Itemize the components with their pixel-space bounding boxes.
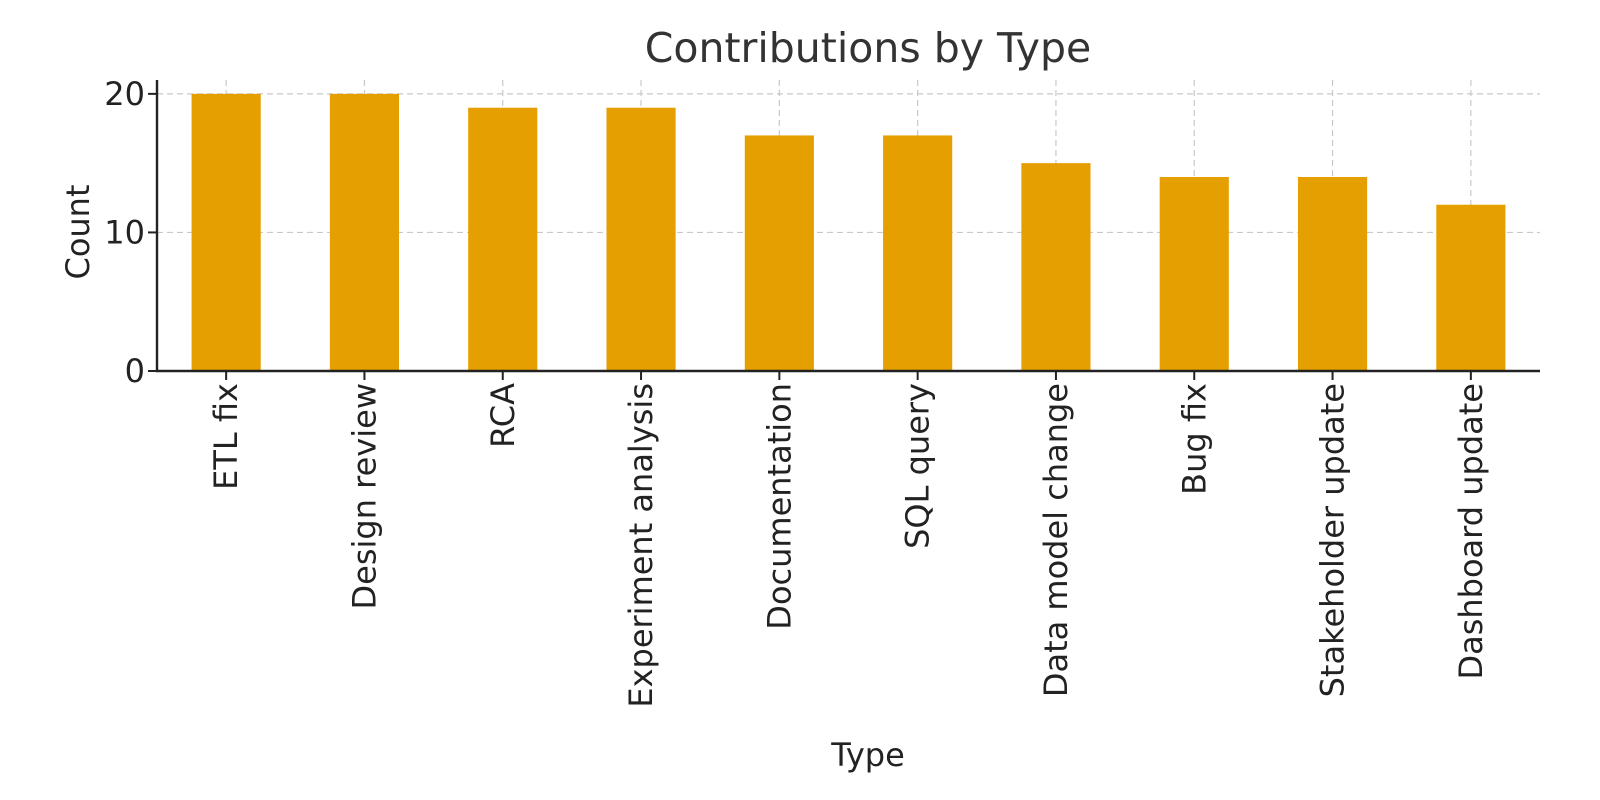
bar bbox=[744, 135, 814, 371]
bar bbox=[883, 135, 953, 371]
chart-title: Contributions by Type bbox=[645, 24, 1091, 72]
x-axis-title: Type bbox=[830, 736, 905, 774]
bar bbox=[191, 93, 261, 371]
x-tick-label: RCA bbox=[484, 383, 522, 448]
x-tick-label: Data model change bbox=[1037, 383, 1075, 697]
y-axis-title: Count bbox=[59, 184, 97, 279]
x-tick-label: Dashboard update bbox=[1452, 383, 1490, 680]
bar bbox=[329, 93, 400, 371]
bar bbox=[1021, 163, 1091, 371]
x-tick-label: Documentation bbox=[760, 383, 798, 630]
x-tick-label: ETL fix bbox=[207, 383, 245, 490]
bar bbox=[1159, 177, 1229, 371]
bar bbox=[1436, 204, 1506, 371]
bar-layer bbox=[191, 93, 1506, 371]
x-tick-label: Stakeholder update bbox=[1314, 383, 1352, 697]
y-tick-label: 0 bbox=[125, 352, 145, 390]
bar bbox=[1297, 177, 1368, 371]
y-tick-label: 10 bbox=[104, 213, 145, 251]
y-tick-label: 20 bbox=[104, 75, 145, 113]
bar bbox=[468, 107, 538, 371]
x-tick-label: Design review bbox=[345, 383, 383, 609]
x-tick-label: Experiment analysis bbox=[622, 383, 660, 708]
x-tick-label: Bug fix bbox=[1175, 383, 1213, 495]
x-tick-label: SQL query bbox=[899, 383, 937, 549]
bar bbox=[606, 107, 676, 371]
axis-layer: 0 10 20 ETL fix Design review RCA Experiment a… bbox=[104, 75, 1540, 708]
